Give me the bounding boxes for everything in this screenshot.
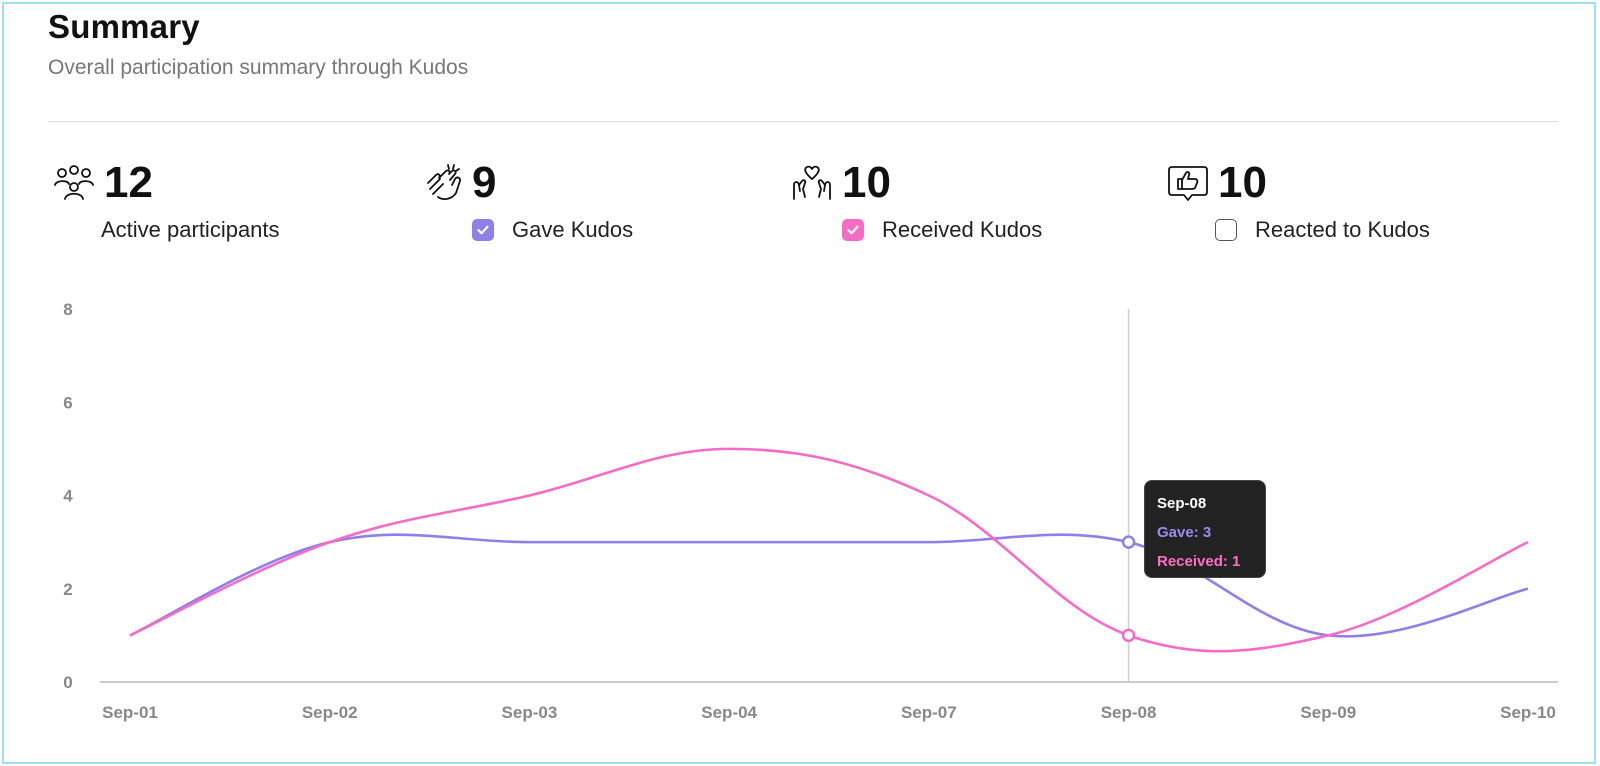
y-tick-label: 4 <box>63 487 73 506</box>
gave-kudos-count: 9 <box>472 158 497 207</box>
x-tick-label: Sep-02 <box>302 703 358 722</box>
reacted-kudos-checkbox[interactable] <box>1215 219 1237 241</box>
hover-point-gave <box>1121 535 1136 549</box>
x-tick-label: Sep-07 <box>901 703 957 722</box>
stat-reacted-kudos: 10 Reacted to Kudos <box>1166 155 1430 243</box>
tooltip-gave: Gave: 3 <box>1157 524 1212 541</box>
series-line-received <box>129 447 1529 653</box>
reacted-kudos-label: Reacted to Kudos <box>1255 217 1430 242</box>
thumbs-up-bubble-icon <box>1166 161 1210 205</box>
x-tick-label: Sep-03 <box>502 703 558 722</box>
page-subtitle: Overall participation summary through Ku… <box>48 56 469 79</box>
page-title: Summary <box>48 8 200 45</box>
active-participants-count: 12 <box>104 158 153 207</box>
x-tick-label: Sep-10 <box>1500 703 1556 722</box>
y-tick-label: 0 <box>63 673 72 692</box>
y-tick-label: 6 <box>63 393 72 412</box>
people-icon <box>52 161 96 205</box>
stat-active-participants: 12 Active participants <box>52 155 280 243</box>
divider <box>48 121 1558 122</box>
hover-point-received <box>1121 628 1136 643</box>
stat-received-kudos: 10 Received Kudos <box>790 155 1042 243</box>
x-tick-label: Sep-09 <box>1300 703 1356 722</box>
received-kudos-checkbox[interactable] <box>842 219 864 241</box>
tooltip-received: Received: 1 <box>1157 553 1241 570</box>
clapping-hands-icon <box>420 161 464 205</box>
tooltip-date: Sep-08 <box>1157 495 1207 512</box>
x-tick-label: Sep-04 <box>701 703 757 722</box>
reacted-kudos-count: 10 <box>1218 158 1267 207</box>
hands-heart-icon <box>790 161 834 205</box>
stat-gave-kudos: 9 Gave Kudos <box>420 155 633 243</box>
y-tick-label: 2 <box>63 580 72 599</box>
received-kudos-label: Received Kudos <box>882 217 1043 242</box>
gave-kudos-label: Gave Kudos <box>512 217 634 242</box>
x-tick-label: Sep-08 <box>1101 703 1157 722</box>
received-kudos-count: 10 <box>842 158 891 207</box>
x-tick-label: Sep-01 <box>102 703 158 722</box>
chart-tooltip: Sep-08 Gave: 3 Received: 1 <box>1144 480 1266 578</box>
active-participants-label: Active participants <box>101 217 280 242</box>
y-tick-label: 8 <box>63 300 72 319</box>
series-line-gave <box>129 533 1529 638</box>
gave-kudos-checkbox[interactable] <box>472 219 494 241</box>
